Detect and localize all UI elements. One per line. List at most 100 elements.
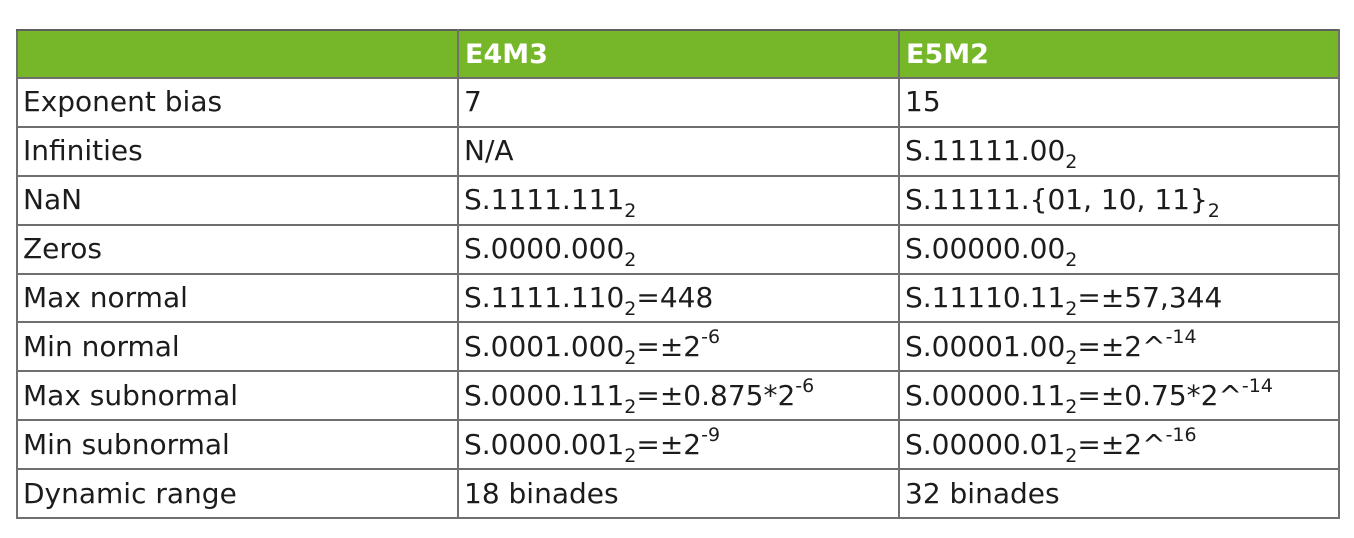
e4m3-value: S.0000.0002 [464, 232, 636, 270]
e5m2-value-cell: S.00000.012=±2^-16 [898, 419, 1340, 471]
table-row: Infinities N/A S.11111.002 [16, 125, 1340, 177]
e4m3-value-cell: N/A [457, 125, 900, 177]
e4m3-value: S.0001.0002=±2-6 [464, 327, 720, 367]
e4m3-value: S.1111.1112 [464, 183, 636, 221]
value-base: 32 binades [905, 476, 1060, 510]
e4m3-value-cell: S.0000.1112=±0.875*2-6 [457, 370, 900, 422]
e5m2-value: 15 [905, 85, 941, 118]
value-superscript: -6 [795, 374, 815, 397]
value-base: S.0000.111 [464, 378, 625, 412]
table-body: Exponent bias 7 15 Infinities N/A S.11111.002… [16, 77, 1340, 520]
value-base: S.1111.110 [464, 281, 625, 314]
value-superscript: -9 [701, 423, 721, 446]
value-rest: =±2^ [1077, 329, 1166, 363]
value-base: 7 [464, 85, 482, 119]
value-base: N/A [464, 134, 514, 168]
e5m2-value: S.00000.112=±0.75*2^-14 [905, 376, 1273, 416]
value-base: S.0000.001 [464, 427, 625, 461]
value-subscript: 2 [1065, 395, 1078, 418]
value-base: S.1111.111 [464, 183, 625, 217]
e4m3-value: S.1111.1102=448 [464, 281, 714, 319]
value-rest: =±0.75*2^ [1077, 378, 1242, 412]
value-rest: =±2 [636, 427, 702, 461]
e5m2-value: S.00000.012=±2^-16 [905, 425, 1197, 465]
value-subscript: 2 [1207, 200, 1220, 223]
table-row: NaN S.1111.1112 S.11111.{01, 10, 11}2 [16, 174, 1340, 226]
value-rest: =±2 [636, 329, 702, 363]
value-rest: =±0.875*2 [636, 378, 796, 412]
e5m2-value: S.00001.002=±2^-14 [905, 327, 1197, 367]
e4m3-value-cell: 7 [457, 77, 900, 128]
value-rest: =±57,344 [1077, 281, 1223, 314]
table-row: Min subnormal S.0000.0012=±2-9 S.00000.012… [16, 419, 1340, 471]
value-base: S.00000.01 [905, 427, 1066, 461]
row-label: Max normal [16, 272, 459, 324]
e5m2-value: S.11111.002 [905, 134, 1077, 172]
value-base: S.0001.000 [464, 329, 625, 363]
header-cell-property [16, 29, 459, 79]
value-base: 18 binades [464, 476, 619, 510]
e4m3-value-cell: S.0001.0002=±2-6 [457, 321, 900, 373]
e5m2-value-cell: 15 [898, 77, 1340, 128]
e4m3-value: 18 binades [464, 477, 619, 510]
value-base: 15 [905, 85, 941, 119]
value-superscript: -16 [1165, 423, 1197, 446]
e5m2-value: S.11111.{01, 10, 11}2 [905, 183, 1220, 221]
value-subscript: 2 [624, 249, 637, 272]
row-label: Infinities [16, 125, 459, 177]
table-row: Min normal S.0001.0002=±2-6 S.00001.002=±2… [16, 321, 1340, 373]
row-label: NaN [16, 174, 459, 226]
value-base: S.11111.{01, 10, 11} [905, 183, 1208, 217]
row-label: Min normal [16, 321, 459, 373]
e4m3-value-cell: S.1111.1112 [457, 174, 900, 226]
value-base: S.11111.00 [905, 134, 1066, 168]
value-subscript: 2 [1065, 151, 1078, 174]
fp8-format-table: E4M3 E5M2 Exponent bias 7 15 Infinities N/A S… [16, 29, 1340, 520]
e5m2-value: 32 binades [905, 477, 1060, 510]
e5m2-value-cell: S.11110.112=±57,344 [898, 272, 1340, 324]
value-superscript: -14 [1241, 374, 1273, 397]
e5m2-value: S.11110.112=±57,344 [905, 281, 1223, 319]
fp8-format-table-container: E4M3 E5M2 Exponent bias 7 15 Infinities N/A S… [16, 29, 1340, 520]
table-row: Zeros S.0000.0002 S.00000.002 [16, 223, 1340, 275]
e4m3-value-cell: 18 binades [457, 468, 900, 520]
e4m3-value: S.0000.0012=±2-9 [464, 425, 720, 465]
e4m3-value: N/A [464, 134, 514, 167]
table-row: Dynamic range 18 binades 32 binades [16, 468, 1340, 520]
table-row: Max subnormal S.0000.1112=±0.875*2-6 S.000… [16, 370, 1340, 422]
row-label: Max subnormal [16, 370, 459, 422]
e4m3-value: 7 [464, 85, 482, 118]
e4m3-value-cell: S.0000.0002 [457, 223, 900, 275]
value-subscript: 2 [1065, 444, 1078, 467]
e5m2-value-cell: S.11111.{01, 10, 11}2 [898, 174, 1340, 226]
table-row: Max normal S.1111.1102=448 S.11110.112=±57… [16, 272, 1340, 324]
value-base: S.0000.000 [464, 232, 625, 266]
header-cell-e5m2: E5M2 [898, 29, 1340, 79]
value-base: S.00000.00 [905, 232, 1066, 266]
value-base: S.00001.00 [905, 329, 1066, 363]
e5m2-value-cell: S.00001.002=±2^-14 [898, 321, 1340, 373]
value-base: S.11110.11 [905, 281, 1066, 314]
row-label: Min subnormal [16, 419, 459, 471]
e5m2-value: S.00000.002 [905, 232, 1077, 270]
value-subscript: 2 [624, 444, 637, 467]
e5m2-value-cell: S.00000.112=±0.75*2^-14 [898, 370, 1340, 422]
e4m3-value-cell: S.0000.0012=±2-9 [457, 419, 900, 471]
value-subscript: 2 [624, 200, 637, 223]
value-subscript: 2 [1065, 298, 1078, 320]
value-rest: =±2^ [1077, 427, 1166, 461]
table-row: Exponent bias 7 15 [16, 77, 1340, 128]
e4m3-value-cell: S.1111.1102=448 [457, 272, 900, 324]
header-row: E4M3 E5M2 [16, 29, 1340, 79]
value-superscript: -6 [701, 325, 721, 348]
row-label: Zeros [16, 223, 459, 275]
value-rest: =448 [636, 281, 714, 314]
header-cell-e4m3: E4M3 [457, 29, 900, 79]
value-base: S.00000.11 [905, 378, 1066, 412]
e4m3-value: S.0000.1112=±0.875*2-6 [464, 376, 814, 416]
value-superscript: -14 [1165, 325, 1197, 348]
e5m2-value-cell: S.00000.002 [898, 223, 1340, 275]
value-subscript: 2 [624, 395, 637, 418]
row-label: Dynamic range [16, 468, 459, 520]
e5m2-value-cell: 32 binades [898, 468, 1340, 520]
